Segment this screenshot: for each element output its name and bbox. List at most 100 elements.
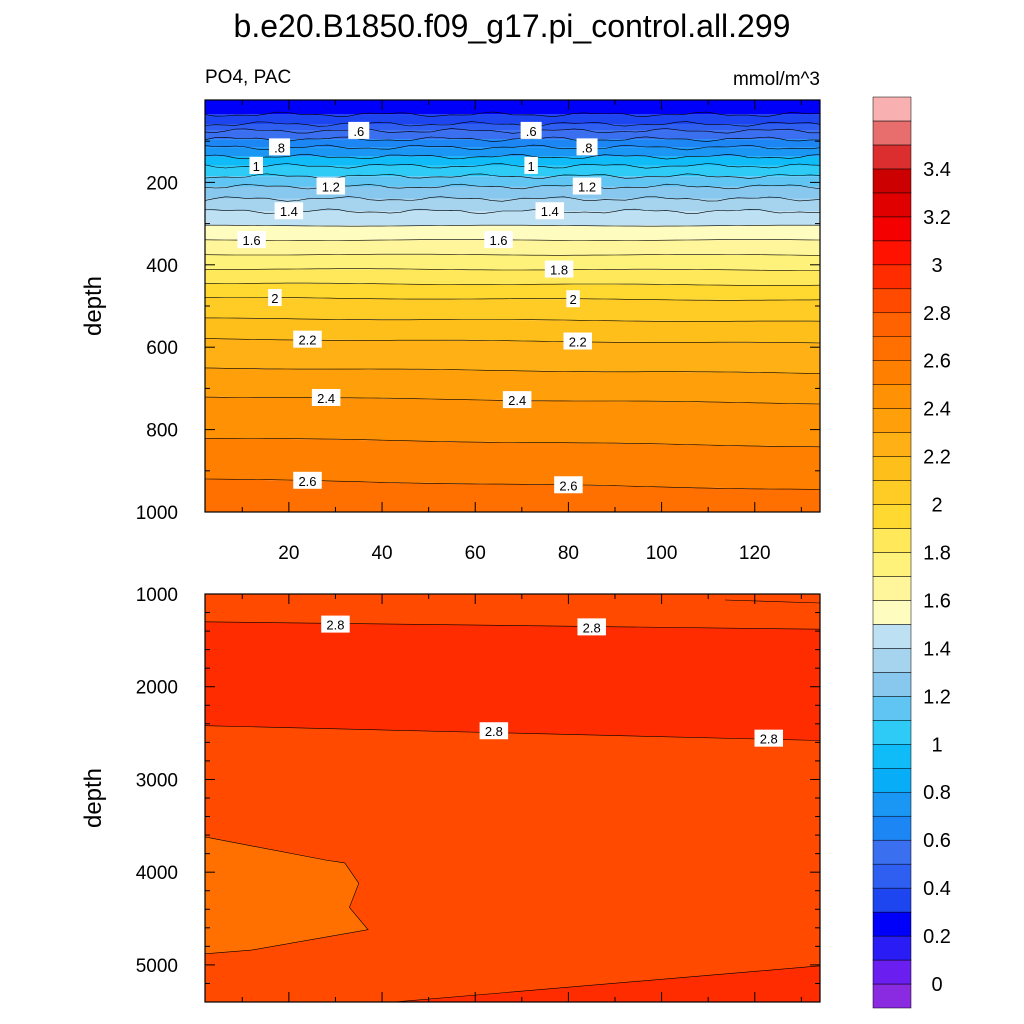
- upper-fill-band: [205, 198, 820, 212]
- lower-contour-line: [724, 599, 820, 604]
- upper-fill-band: [205, 130, 820, 140]
- colorbar-box: [872, 768, 912, 793]
- colorbar-box: [872, 336, 912, 361]
- upper-contour-line: [205, 208, 820, 215]
- svg-text:.6: .6: [353, 124, 364, 139]
- colorbar-box: [872, 120, 912, 146]
- svg-text:1.6: 1.6: [243, 233, 261, 248]
- colorbar-label: 1.6: [923, 590, 951, 612]
- upper-depth-panel: .6.6.8.81 11.2 1.21.4 1.41.6 1.61.82 22.2 2.22…: [80, 99, 821, 564]
- lower-contour-line: [205, 621, 820, 630]
- colorbar-label: 0.8: [923, 782, 951, 804]
- upper-fill-band: [205, 100, 820, 115]
- upper-x-tick-label: 40: [371, 543, 392, 564]
- upper-fill-band: [205, 318, 820, 344]
- upper-contour-label: 2.2: [293, 330, 322, 348]
- upper-contour-line: [205, 297, 820, 301]
- colorbar-label: 0.2: [923, 926, 951, 948]
- upper-y-tick-label: 600: [146, 338, 178, 359]
- upper-fill-band: [205, 114, 820, 125]
- colorbar-label: 3.2: [923, 207, 951, 229]
- upper-x-tick-label: 80: [558, 543, 579, 564]
- colorbar-label: 3.4: [923, 159, 951, 181]
- upper-fill-band: [205, 367, 820, 404]
- upper-fill-band: [205, 165, 820, 177]
- upper-contour-label: 2.4: [311, 388, 341, 406]
- colorbar-box: [872, 887, 912, 913]
- colorbar-box: [872, 696, 912, 721]
- upper-y-tick-label: 1000: [136, 503, 178, 524]
- upper-contour-line: [205, 183, 820, 190]
- svg-text:.8: .8: [582, 140, 593, 155]
- lower-y-axis-label: depth: [80, 768, 107, 828]
- upper-y-tick-label: 200: [146, 173, 178, 194]
- upper-x-tick-label: 120: [739, 543, 771, 564]
- upper-contour-label: 2: [268, 289, 282, 307]
- colorbar-box: [872, 720, 912, 745]
- lower-contour-label: 2.8: [754, 729, 783, 747]
- upper-contour-label: .8: [576, 138, 598, 156]
- upper-fill-band: [205, 396, 820, 447]
- svg-text:2.8: 2.8: [760, 732, 778, 747]
- lower-y-tick-label: 1000: [136, 585, 178, 606]
- colorbar-box: [872, 312, 912, 337]
- svg-text:.8: .8: [274, 140, 285, 155]
- svg-text:2.4: 2.4: [317, 391, 335, 406]
- lower-y-tick-label: 4000: [136, 863, 178, 884]
- colorbar-label: 0.4: [923, 878, 951, 900]
- lower-fill-core: [205, 621, 820, 741]
- upper-contour-line: [205, 121, 820, 127]
- colorbar-box: [872, 264, 912, 290]
- variable-region-label: PO4, PAC: [205, 67, 291, 88]
- upper-contour-line: [205, 153, 820, 160]
- svg-text:1.2: 1.2: [578, 180, 596, 195]
- lower-depth-panel: 2.8 2.8 2.8 2.8 1000 2000 3000 4000 5000 depth: [80, 585, 821, 1003]
- upper-fill-band: [205, 147, 820, 157]
- upper-fill-band: [205, 124, 820, 131]
- colorbar-label: 2.6: [923, 351, 951, 373]
- lower-contour-label: 2.8: [577, 618, 606, 636]
- upper-contour-line: [205, 196, 820, 202]
- svg-text:2: 2: [569, 292, 576, 307]
- upper-fill-band: [205, 268, 820, 286]
- colorbar-box: [872, 839, 912, 865]
- colorbar-box: [872, 456, 912, 481]
- colorbar-box: [872, 935, 912, 961]
- upper-contour-label: 1.2: [572, 177, 602, 195]
- svg-text:1.4: 1.4: [280, 204, 298, 219]
- upper-contour-line: [205, 144, 820, 151]
- upper-contour-line: [205, 317, 820, 322]
- upper-contour-line: [205, 111, 820, 118]
- colorbar-box: [872, 480, 912, 505]
- upper-x-tick-label: 60: [465, 543, 486, 564]
- colorbar-box: [872, 791, 912, 817]
- upper-contour-line: [205, 136, 820, 142]
- upper-contour-label: 1: [524, 156, 538, 174]
- colorbar-box: [872, 959, 912, 985]
- upper-contour-label: 2: [566, 290, 580, 308]
- svg-text:2.2: 2.2: [298, 333, 316, 348]
- colorbar-box: [872, 576, 912, 601]
- colorbar-box: [872, 288, 912, 314]
- upper-fill-band: [205, 297, 820, 322]
- upper-y-axis-label: depth: [80, 276, 107, 336]
- upper-contour-label: 1.4: [535, 202, 565, 220]
- svg-text:1.6: 1.6: [489, 233, 507, 248]
- svg-text:2.8: 2.8: [583, 620, 601, 635]
- upper-contour-line: [205, 367, 820, 374]
- upper-contour-label: 2.6: [293, 471, 322, 489]
- lower-contour-label: 2.8: [479, 722, 509, 740]
- svg-text:1: 1: [253, 159, 260, 174]
- upper-contour-line: [205, 224, 820, 227]
- colorbar-label: 1.8: [923, 543, 951, 565]
- svg-text:1.2: 1.2: [322, 180, 340, 195]
- svg-text:2: 2: [271, 291, 278, 306]
- lower-fill-shallow: [205, 594, 820, 630]
- colorbar-label: 1.4: [923, 638, 951, 660]
- colorbar-label: 0.6: [923, 830, 951, 852]
- upper-fill-band: [205, 283, 820, 301]
- colorbar-box: [872, 216, 912, 242]
- svg-text:2.8: 2.8: [326, 618, 344, 633]
- upper-x-tick-label: 20: [278, 543, 299, 564]
